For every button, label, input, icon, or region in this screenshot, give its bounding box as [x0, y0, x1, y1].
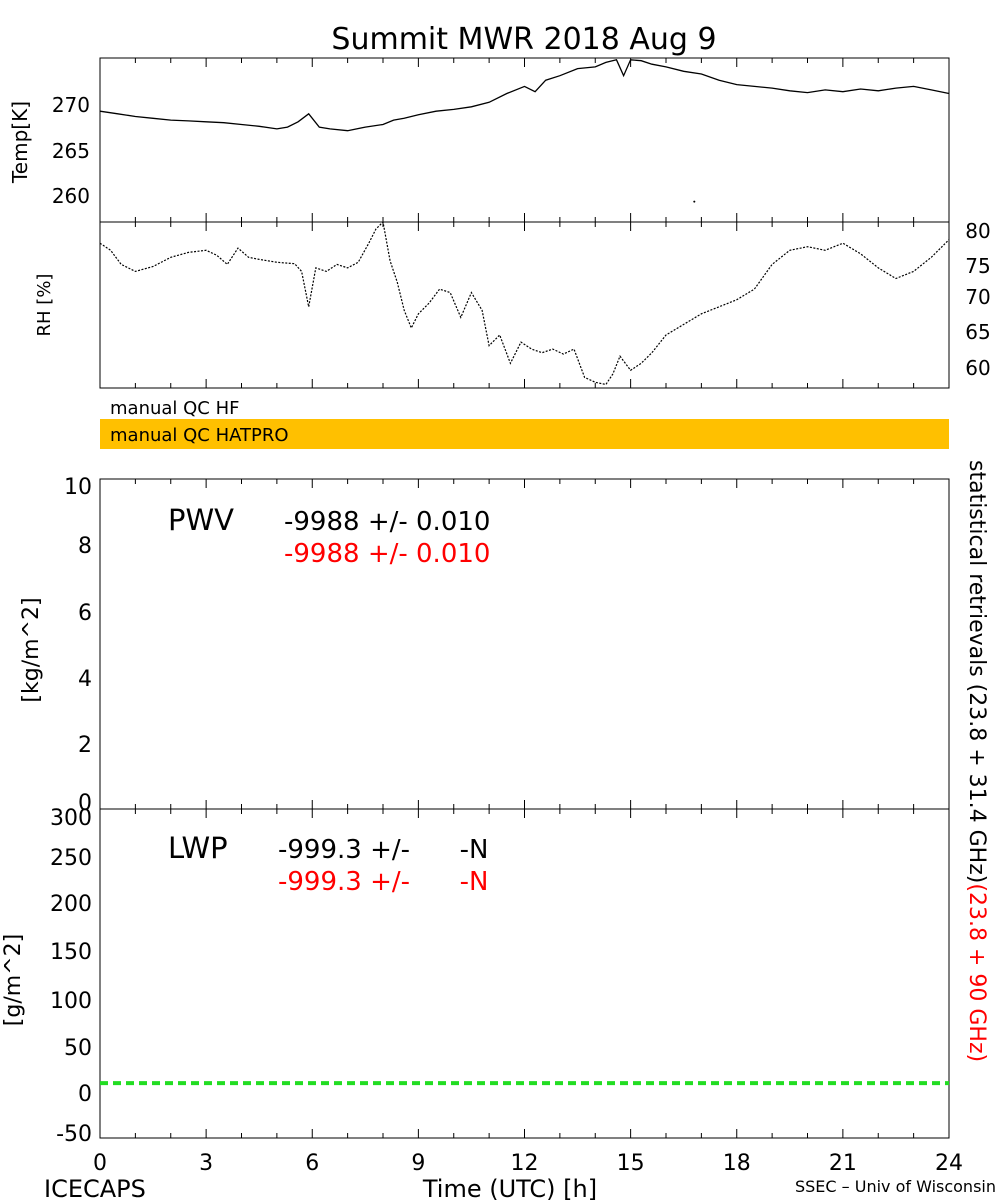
x-tick-label: 18 [723, 1151, 751, 1176]
lwp-annotation-label: LWP [168, 831, 228, 865]
rh-y-tick-label: 80 [965, 219, 990, 243]
lwp-annotation-line1: -999.3 +/- -N [278, 835, 488, 865]
qc-hatpro-bar [100, 419, 949, 449]
pwv-y-axis-label: [kg/m^2] [19, 597, 44, 702]
temp-outlier-point [693, 200, 696, 203]
rh-panel: 80 75 70 65 60 RH [%] [34, 219, 991, 389]
pwv-y-tick-label: 2 [78, 733, 92, 758]
x-tick-label: 15 [617, 1151, 645, 1176]
side-label-black: statistical retrievals (23.8 + 31.4 GHz) [964, 460, 989, 883]
lwp-panel: 300 250 200 150 100 50 0 -50 [g/m^2] LWP… [1, 806, 950, 1147]
x-tick-label: 0 [93, 1151, 107, 1176]
rh-y-tick-label: 65 [965, 320, 990, 344]
pwv-y-tick-label: 10 [64, 475, 92, 500]
lwp-annotation-line2: -999.3 +/- -N [278, 867, 488, 897]
x-tick-label: 21 [829, 1151, 857, 1176]
pwv-annotation-line2: -9988 +/- 0.010 [284, 539, 490, 569]
lwp-y-axis-label: [g/m^2] [1, 934, 26, 1026]
x-tick-label: 3 [199, 1151, 213, 1176]
rh-plot-frame [99, 221, 950, 389]
rh-y-tick-label: 70 [965, 285, 990, 309]
x-tick-label: 12 [511, 1151, 539, 1176]
pwv-x-tick-marks [99, 479, 950, 809]
x-tick-label: 24 [935, 1151, 963, 1176]
rh-y-axis-label: RH [%] [34, 274, 55, 337]
footer-left-label: ICECAPS [44, 1175, 146, 1200]
lwp-y-axis: 300 250 200 150 100 50 0 -50 [50, 806, 92, 1147]
x-axis-tick-labels: 0 3 6 9 12 15 18 21 24 [93, 1151, 963, 1176]
pwv-y-tick-label: 6 [78, 601, 92, 626]
side-label-red: (23.8 + 90 GHz) [964, 883, 989, 1062]
rh-series-line [99, 220, 950, 386]
lwp-y-tick-label: 0 [78, 1082, 92, 1107]
pwv-y-tick-label: 8 [78, 534, 92, 559]
qc-hatpro-label: manual QC HATPRO [110, 425, 289, 446]
lwp-y-tick-label: 150 [50, 940, 92, 965]
pwv-y-tick-label: 4 [78, 667, 92, 692]
qc-hf-label: manual QC HF [110, 398, 239, 419]
temp-x-tick-marks [99, 58, 950, 222]
temp-y-tick-label: 265 [52, 139, 90, 163]
pwv-y-tick-label: 0 [78, 791, 92, 816]
lwp-y-tick-label: 250 [50, 846, 92, 871]
temp-y-tick-label: 260 [52, 184, 90, 208]
temp-plot-frame [99, 57, 950, 223]
x-tick-label: 9 [411, 1151, 425, 1176]
rh-y-axis: 80 75 70 65 60 [965, 219, 990, 380]
qc-bars: manual QC HF manual QC HATPRO [100, 398, 949, 449]
lwp-x-tick-marks [99, 809, 950, 1138]
rh-x-tick-marks [99, 222, 950, 388]
temp-y-tick-label: 270 [52, 93, 90, 117]
temp-y-axis-label: Temp[K] [8, 101, 32, 184]
x-axis-label: Time (UTC) [h] [422, 1175, 597, 1200]
temp-y-axis: 270 265 260 [52, 93, 90, 208]
pwv-annotation-line1: -9988 +/- 0.010 [284, 507, 490, 537]
lwp-y-tick-label: 200 [50, 892, 92, 917]
lwp-y-tick-label: 300 [50, 806, 92, 831]
chart-title: Summit MWR 2018 Aug 9 [331, 22, 716, 57]
x-tick-label: 6 [305, 1151, 319, 1176]
rh-y-tick-label: 75 [965, 254, 990, 278]
temp-panel: 270 265 260 Temp[K] [8, 57, 950, 223]
side-retrieval-label: statistical retrievals (23.8 + 31.4 GHz)… [964, 460, 989, 1062]
pwv-y-axis: 10 8 6 4 2 0 [64, 475, 92, 816]
lwp-y-tick-label: 50 [64, 1036, 92, 1061]
pwv-panel: 10 8 6 4 2 0 [kg/m^2] PWV -9988 +/- 0.01… [19, 475, 950, 816]
lwp-y-tick-label: 100 [50, 989, 92, 1014]
footer-right-label: SSEC – Univ of Wisconsin [795, 1177, 996, 1196]
pwv-annotation-label: PWV [168, 503, 234, 537]
lwp-y-tick-label: -50 [56, 1122, 92, 1147]
temp-series-line [99, 59, 950, 132]
rh-y-tick-label: 60 [965, 356, 990, 380]
